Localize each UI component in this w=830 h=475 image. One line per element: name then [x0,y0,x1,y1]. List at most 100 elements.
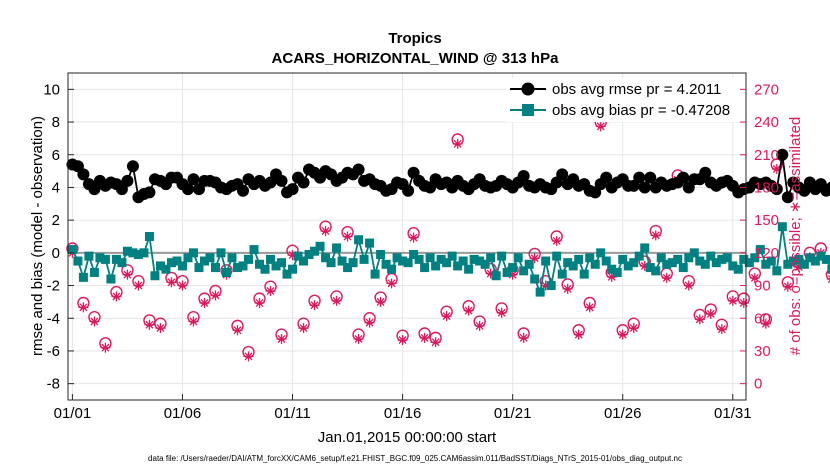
asterisk-stroke [167,278,176,287]
bias-point [618,254,628,264]
bias-point [634,251,644,261]
asterisk-stroke [453,139,462,148]
bias-point [100,254,110,264]
obs-assimilated-marker [716,324,727,335]
obs-assimilated-marker [133,280,144,291]
bias-point [535,287,545,297]
bias-point [524,259,534,269]
bias-point [750,253,760,263]
x-tick-label: 01/31 [714,405,752,422]
obs-assimilated-marker [122,269,133,280]
bias-point [326,258,336,268]
bias-point [783,259,793,269]
bias-point [277,258,287,268]
bias-point [728,261,738,271]
asterisk-stroke [90,317,99,326]
bias-point [453,261,463,271]
obs-assimilated-marker [100,342,111,353]
bias-point [144,232,154,241]
bias-point [827,264,830,274]
obs-assimilated-marker [782,281,793,292]
asterisk-stroke [662,273,671,282]
bias-point [221,267,231,277]
bias-point [810,256,820,266]
obs-assimilated-marker [210,290,221,301]
bias-point [67,245,77,255]
obs-assimilated-marker [705,308,716,319]
bias-point [166,258,176,268]
bias-point [805,253,815,263]
rmse-point [776,148,789,161]
bias-point [486,253,496,263]
obs-assimilated-marker [738,297,749,308]
y-right-tick-label: 270 [754,81,779,98]
bias-point [183,253,193,263]
bias-point [502,267,512,277]
x-tick-label: 01/26 [604,405,642,422]
bias-point [497,251,507,261]
obs-assimilated-marker [617,329,628,340]
asterisk-stroke [563,284,572,293]
bias-point [188,248,198,258]
asterisk-stroke [365,318,374,327]
rmse-point [699,166,712,179]
bias-point [480,259,490,269]
legend: obs avg rmse pr = 4.2011 obs avg bias pr… [506,78,740,122]
obs-assimilated-marker [386,278,397,289]
asterisk-stroke [783,282,792,291]
axis-ticks: 01/01 01/06 01/11 01/16 01/21 01/26 01/31 -8 -6 -… [43,81,779,422]
asterisk-stroke [178,281,187,290]
bias-point [684,253,694,263]
bias-point [73,256,83,266]
bias-point [711,258,721,268]
legend-bias-marker [522,104,534,116]
obs-assimilated-marker [584,302,595,313]
bias-point [651,266,661,276]
plot-area [68,73,746,400]
bias-point [541,256,551,266]
asterisk-stroke [827,275,830,279]
obs-assimilated-marker [298,323,309,334]
asterisk-stroke [200,298,209,307]
bias-point [491,271,501,281]
bias-point [354,235,364,245]
bias-point [579,269,589,279]
y-left-tick-label: -4 [47,310,60,327]
asterisk-stroke [629,324,638,333]
x-tick-label: 01/11 [274,405,310,422]
bias-point [155,261,165,271]
rmse-point [517,170,530,183]
obs-possible-marker [825,268,830,281]
bias-point [381,259,391,269]
bias-point [348,258,358,268]
bias-point [403,258,413,268]
bias-point [508,263,518,273]
rmse-point [556,168,569,181]
bias-point [89,267,99,277]
bias-point [387,264,397,274]
asterisk-stroke [519,333,528,342]
obs-assimilated-marker [727,295,738,306]
obs-assimilated-marker [551,235,562,246]
obs-assimilated-marker [331,295,342,306]
y-left-tick-label: 0 [52,245,60,262]
y-left-tick-label: 4 [52,179,60,196]
bias-point [601,256,611,266]
asterisk-stroke [706,309,715,318]
obs-assimilated-marker [166,277,177,288]
asterisk-stroke [321,227,330,236]
bias-point [282,269,292,279]
asterisk-stroke [310,301,319,310]
bias-point [95,253,105,263]
bias-point [111,254,121,264]
asterisk-stroke [277,334,286,343]
bias-point [365,238,375,248]
obs-assimilated-marker [628,323,639,334]
bias-point [629,258,639,268]
obs-assimilated-marker [375,296,386,307]
asterisk-stroke [651,231,660,240]
asterisk-stroke [585,303,594,312]
y-left-tick-label: 2 [52,212,60,229]
